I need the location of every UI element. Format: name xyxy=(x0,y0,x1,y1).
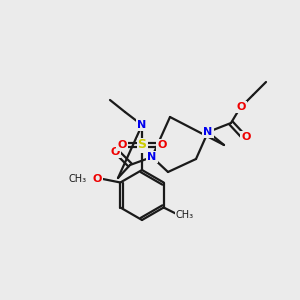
Text: O: O xyxy=(93,173,102,184)
Text: CH₃: CH₃ xyxy=(68,175,86,184)
Text: O: O xyxy=(117,140,127,150)
Text: S: S xyxy=(137,139,146,152)
Text: O: O xyxy=(236,102,246,112)
Text: O: O xyxy=(110,147,120,157)
Text: CH₃: CH₃ xyxy=(176,211,194,220)
Text: O: O xyxy=(157,140,167,150)
Text: N: N xyxy=(203,127,213,137)
Text: N: N xyxy=(137,120,147,130)
Text: N: N xyxy=(147,152,157,162)
Text: O: O xyxy=(241,132,251,142)
